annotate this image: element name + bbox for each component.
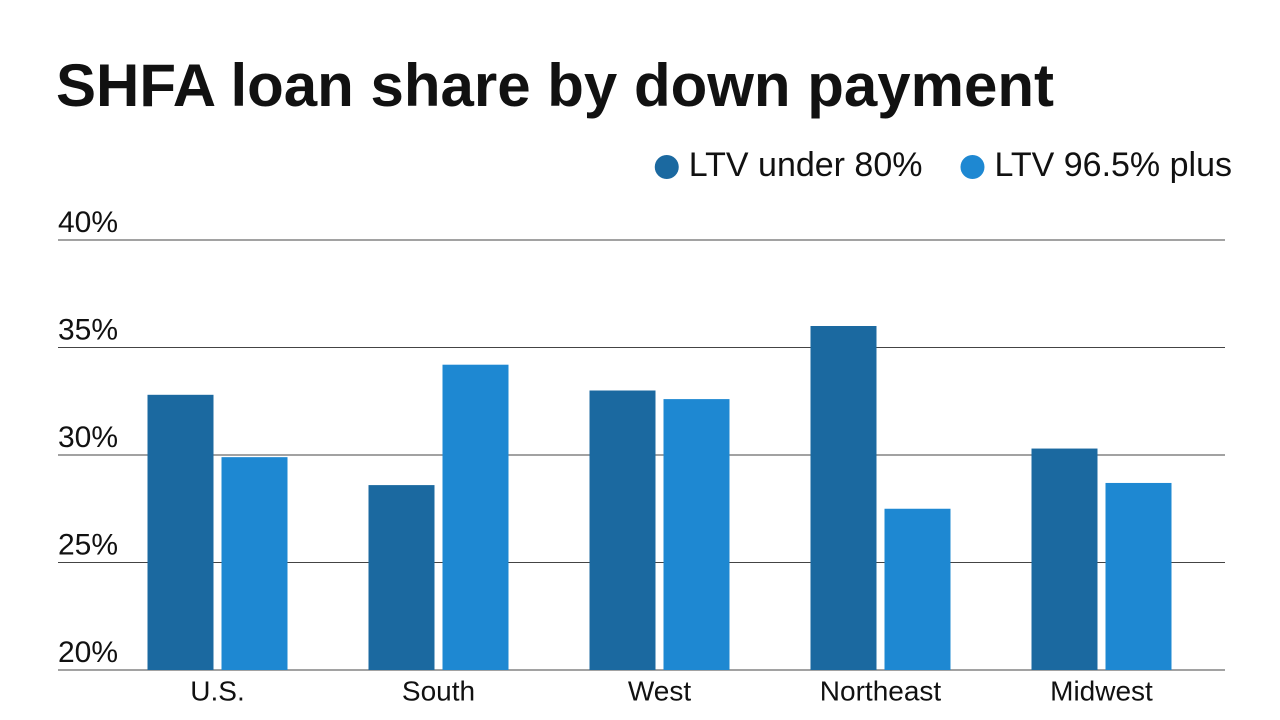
y-tick-label: 40% xyxy=(58,206,118,239)
x-tick-label: Northeast xyxy=(820,675,942,706)
x-tick-label: U.S. xyxy=(190,675,244,706)
legend-marker xyxy=(654,155,679,179)
legend-marker xyxy=(960,155,985,179)
legend-label: LTV under 80% xyxy=(689,146,923,184)
y-tick-label: 30% xyxy=(58,421,118,454)
bar xyxy=(1031,448,1098,670)
y-tick-label: 25% xyxy=(58,529,118,562)
bar xyxy=(147,394,214,670)
y-tick-label: 20% xyxy=(58,636,118,669)
x-tick-label: South xyxy=(402,675,475,706)
bar xyxy=(368,485,435,670)
chart-title: SHFA loan share by down payment xyxy=(56,52,1054,119)
bar xyxy=(884,508,951,670)
bar xyxy=(810,326,877,670)
bar xyxy=(1105,482,1172,670)
x-tick-label: Midwest xyxy=(1050,675,1153,706)
y-tick-label: 35% xyxy=(58,314,118,347)
bar xyxy=(442,364,509,670)
bar xyxy=(221,457,288,670)
bar xyxy=(663,399,730,670)
x-tick-label: West xyxy=(628,675,691,706)
legend-label: LTV 96.5% plus xyxy=(994,146,1232,184)
bar xyxy=(589,390,656,670)
